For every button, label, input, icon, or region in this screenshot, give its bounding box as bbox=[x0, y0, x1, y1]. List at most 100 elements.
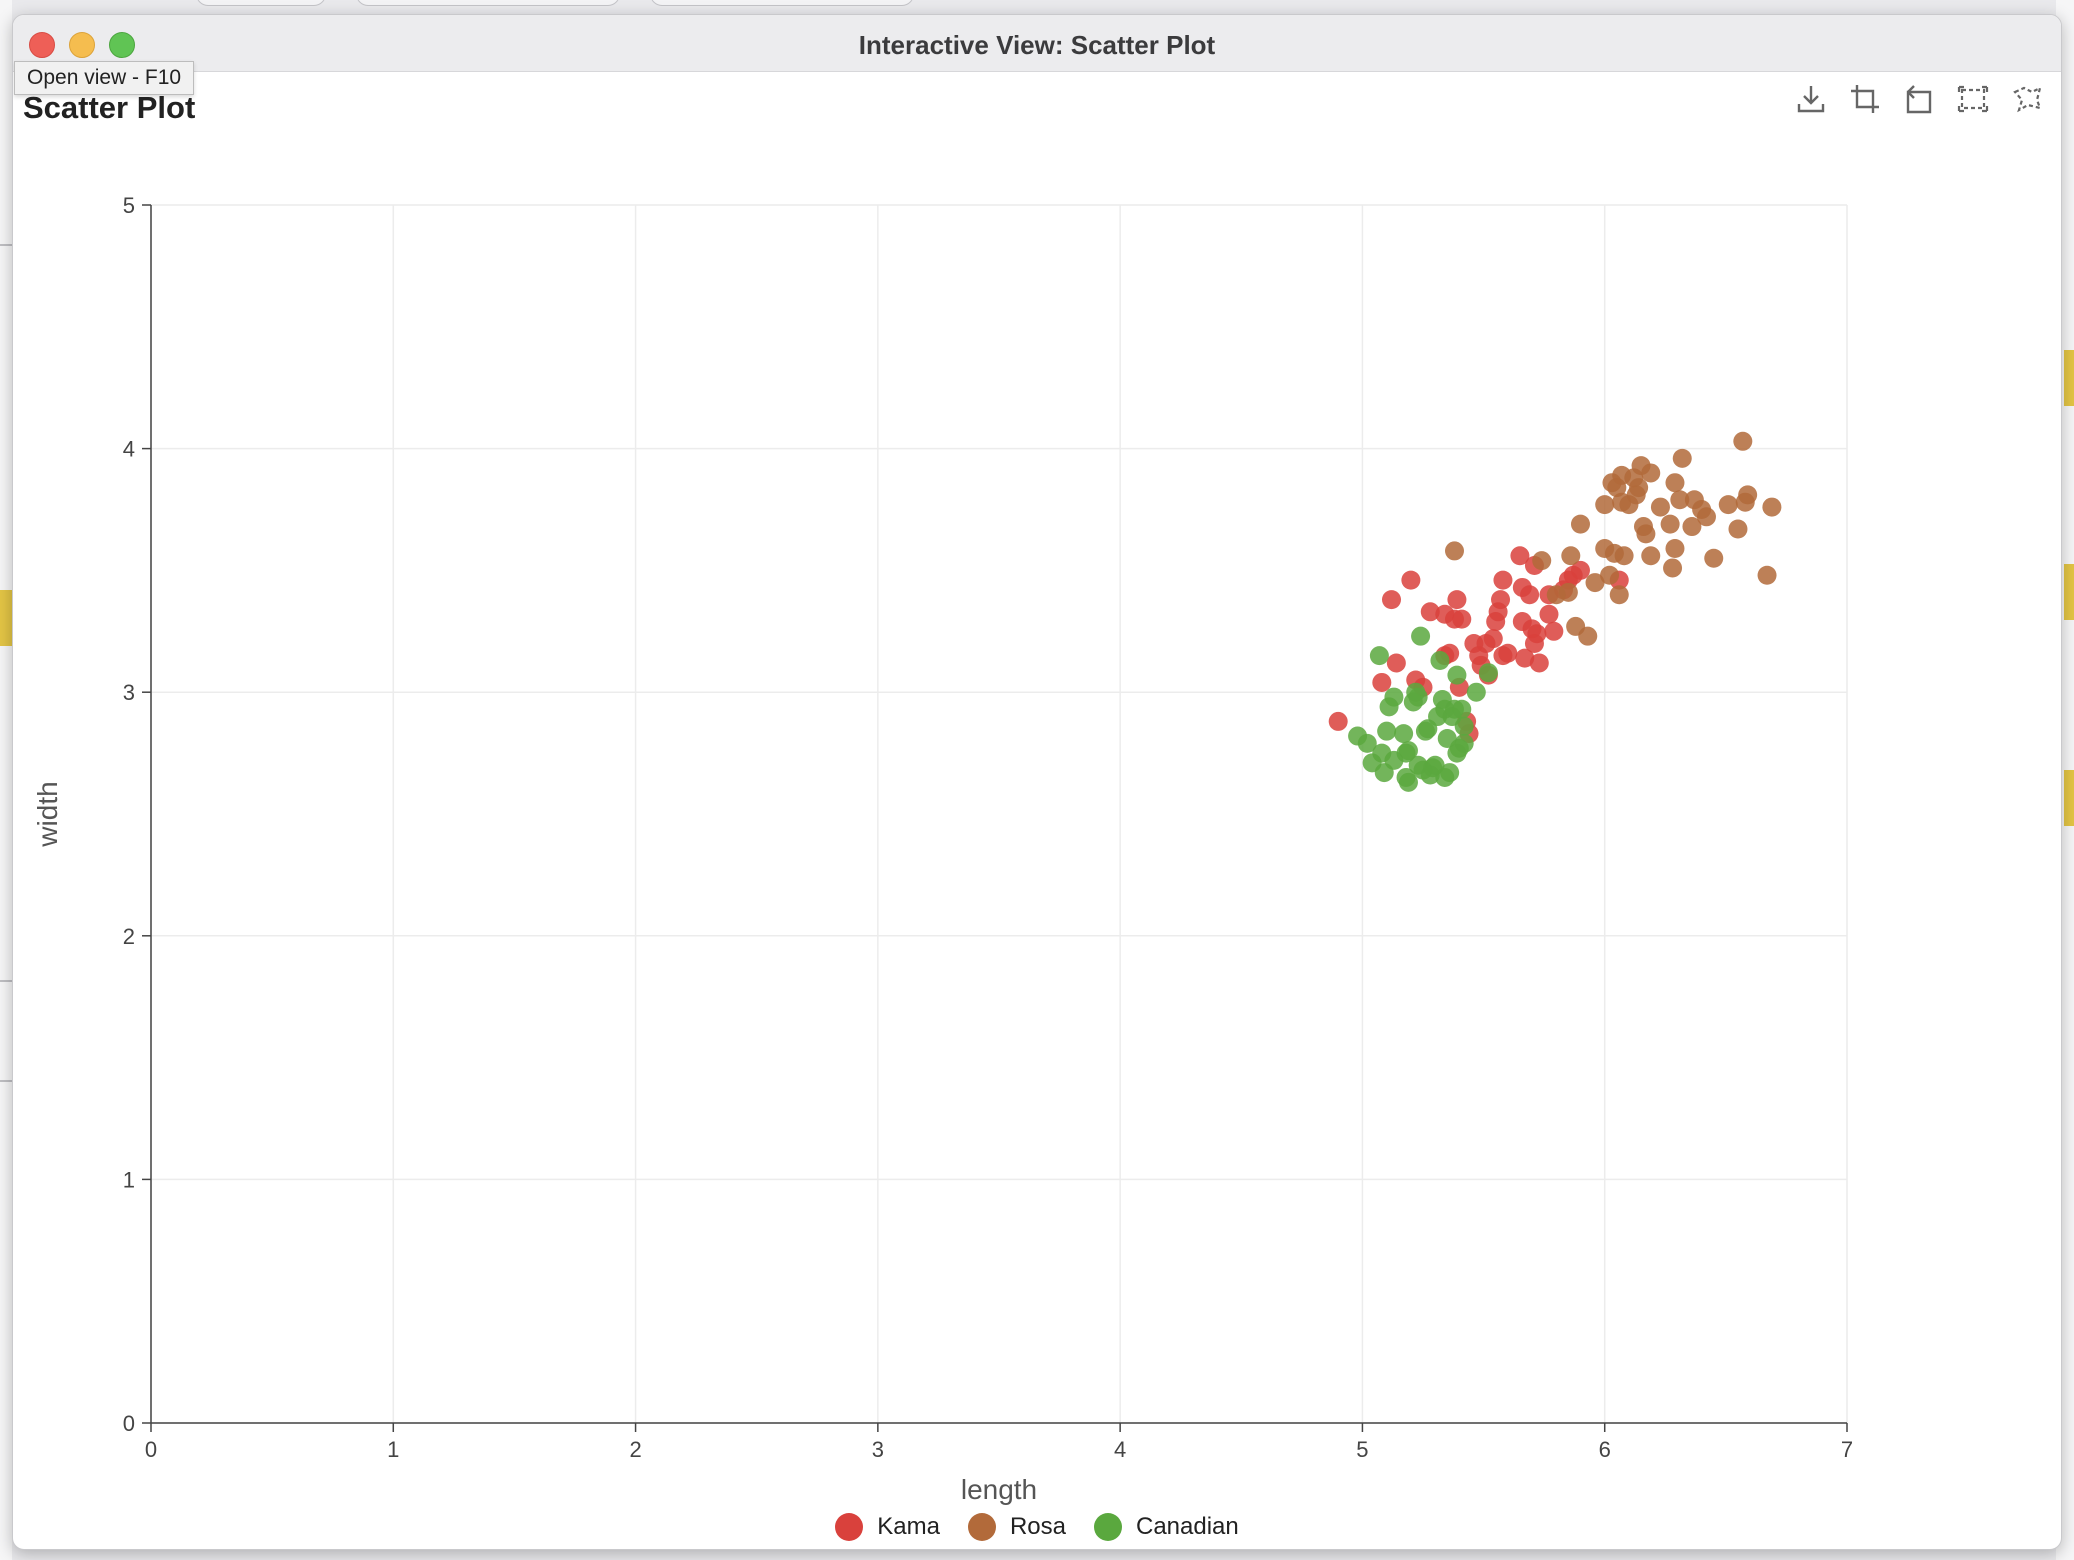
data-point-rosa[interactable] bbox=[1660, 514, 1680, 534]
data-point-rosa[interactable] bbox=[1728, 519, 1748, 539]
data-point-rosa[interactable] bbox=[1595, 495, 1615, 515]
chart-axes bbox=[150, 205, 1847, 1424]
data-point-kama[interactable] bbox=[1544, 621, 1564, 641]
data-point-canadian[interactable] bbox=[1384, 687, 1404, 707]
data-point-rosa[interactable] bbox=[1718, 495, 1738, 515]
data-point-rosa[interactable] bbox=[1614, 546, 1634, 566]
data-point-rosa[interactable] bbox=[1650, 497, 1670, 517]
data-point-kama[interactable] bbox=[1529, 653, 1549, 673]
data-point-kama[interactable] bbox=[1382, 590, 1402, 610]
y-tick-label: 2 bbox=[123, 924, 135, 949]
data-point-rosa[interactable] bbox=[1629, 478, 1649, 498]
data-point-rosa[interactable] bbox=[1670, 490, 1690, 510]
data-point-kama[interactable] bbox=[1372, 672, 1392, 692]
data-point-rosa[interactable] bbox=[1665, 473, 1685, 493]
chart-toolbar bbox=[1793, 81, 2045, 125]
legend-item-canadian[interactable]: Canadian bbox=[1093, 1513, 1239, 1541]
data-point-rosa[interactable] bbox=[1578, 626, 1598, 646]
data-point-kama[interactable] bbox=[1491, 590, 1511, 610]
data-point-rosa[interactable] bbox=[1641, 546, 1661, 566]
scatter-plot-window: Interactive View: Scatter Plot Scatter P… bbox=[12, 14, 2062, 1550]
scatter-chart[interactable]: 0 1 2 3 4 5 6 7 0 1 2 3 4 5 length width bbox=[13, 135, 2061, 1505]
data-point-rosa[interactable] bbox=[1585, 573, 1605, 593]
data-point-canadian[interactable] bbox=[1398, 741, 1418, 761]
legend-label: Rosa bbox=[1009, 1513, 1066, 1540]
window-titlebar[interactable]: Interactive View: Scatter Plot bbox=[13, 15, 2061, 72]
maximize-window-button[interactable] bbox=[109, 32, 135, 58]
data-point-kama[interactable] bbox=[1493, 570, 1513, 590]
data-point-rosa[interactable] bbox=[1444, 541, 1464, 561]
data-point-kama[interactable] bbox=[1420, 602, 1440, 622]
data-point-kama[interactable] bbox=[1386, 653, 1406, 673]
data-point-canadian[interactable] bbox=[1411, 626, 1431, 646]
crop-icon bbox=[1851, 85, 1879, 113]
data-point-canadian[interactable] bbox=[1478, 663, 1498, 683]
data-point-canadian[interactable] bbox=[1394, 724, 1414, 744]
data-point-kama[interactable] bbox=[1520, 585, 1540, 605]
minimize-window-button[interactable] bbox=[69, 32, 95, 58]
data-point-rosa[interactable] bbox=[1738, 485, 1758, 505]
data-point-canadian[interactable] bbox=[1398, 772, 1418, 792]
x-tick-label: 0 bbox=[145, 1437, 157, 1462]
x-axis-label: length bbox=[961, 1474, 1037, 1505]
data-point-kama[interactable] bbox=[1447, 590, 1467, 610]
close-window-button[interactable] bbox=[29, 32, 55, 58]
open-view-tooltip: Open view - F10 bbox=[14, 61, 195, 95]
legend-swatch bbox=[835, 1513, 864, 1541]
data-point-rosa[interactable] bbox=[1558, 582, 1578, 602]
data-point-kama[interactable] bbox=[1401, 570, 1421, 590]
chart-legend[interactable]: Kama Rosa Canadian bbox=[13, 1513, 2061, 1541]
data-point-canadian[interactable] bbox=[1454, 716, 1474, 736]
download-button[interactable] bbox=[1793, 81, 1829, 117]
background-connector bbox=[0, 244, 12, 246]
rectangle-select-button[interactable] bbox=[1955, 81, 1991, 117]
x-tick-label: 7 bbox=[1841, 1437, 1853, 1462]
data-point-kama[interactable] bbox=[1527, 624, 1547, 644]
lasso-select-icon bbox=[2013, 85, 2042, 113]
data-point-kama[interactable] bbox=[1570, 560, 1590, 580]
data-point-canadian[interactable] bbox=[1430, 651, 1450, 671]
data-point-rosa[interactable] bbox=[1762, 497, 1782, 517]
data-point-rosa[interactable] bbox=[1672, 448, 1692, 468]
data-point-canadian[interactable] bbox=[1357, 733, 1377, 753]
data-point-rosa[interactable] bbox=[1636, 524, 1656, 544]
data-point-rosa[interactable] bbox=[1570, 514, 1590, 534]
data-point-canadian[interactable] bbox=[1466, 682, 1486, 702]
data-point-rosa[interactable] bbox=[1561, 546, 1581, 566]
data-point-rosa[interactable] bbox=[1682, 517, 1702, 537]
lasso-select-button[interactable] bbox=[2009, 81, 2045, 117]
window-title: Interactive View: Scatter Plot bbox=[858, 30, 1216, 60]
data-point-canadian[interactable] bbox=[1369, 646, 1389, 666]
data-point-kama[interactable] bbox=[1328, 711, 1348, 731]
data-point-rosa[interactable] bbox=[1696, 507, 1716, 527]
data-point-rosa[interactable] bbox=[1663, 558, 1683, 578]
data-point-canadian[interactable] bbox=[1408, 687, 1428, 707]
data-point-canadian[interactable] bbox=[1447, 665, 1467, 685]
data-point-canadian[interactable] bbox=[1452, 699, 1472, 719]
data-point-kama[interactable] bbox=[1515, 648, 1535, 668]
crop-button[interactable] bbox=[1847, 81, 1883, 117]
data-point-canadian[interactable] bbox=[1454, 733, 1474, 753]
background-node bbox=[2064, 350, 2074, 406]
reset-button[interactable] bbox=[1901, 81, 1937, 117]
data-point-rosa[interactable] bbox=[1641, 463, 1661, 483]
data-point-rosa[interactable] bbox=[1609, 585, 1629, 605]
data-point-kama[interactable] bbox=[1498, 643, 1518, 663]
data-point-kama[interactable] bbox=[1510, 546, 1530, 566]
chart-ticks: 0 1 2 3 4 5 6 7 0 1 2 3 4 5 bbox=[123, 193, 1853, 1462]
data-point-rosa[interactable] bbox=[1532, 551, 1552, 571]
data-point-rosa[interactable] bbox=[1733, 431, 1753, 451]
data-point-kama[interactable] bbox=[1483, 629, 1503, 649]
chart-grid bbox=[150, 204, 1848, 1424]
legend-item-rosa[interactable]: Rosa bbox=[967, 1513, 1066, 1541]
legend-label: Kama bbox=[877, 1513, 940, 1540]
data-point-canadian[interactable] bbox=[1377, 721, 1397, 741]
data-point-kama[interactable] bbox=[1539, 604, 1559, 624]
data-point-rosa[interactable] bbox=[1665, 538, 1685, 558]
data-point-rosa[interactable] bbox=[1600, 565, 1620, 585]
legend-item-kama[interactable]: Kama bbox=[835, 1513, 940, 1541]
data-point-kama[interactable] bbox=[1452, 609, 1472, 629]
data-point-rosa[interactable] bbox=[1757, 565, 1777, 585]
data-point-canadian[interactable] bbox=[1440, 763, 1460, 783]
data-point-rosa[interactable] bbox=[1704, 548, 1724, 568]
